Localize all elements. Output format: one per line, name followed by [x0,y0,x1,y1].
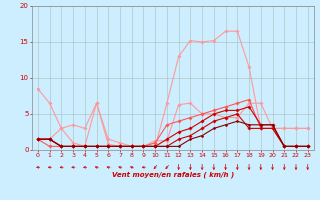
X-axis label: Vent moyen/en rafales ( km/h ): Vent moyen/en rafales ( km/h ) [112,172,234,178]
